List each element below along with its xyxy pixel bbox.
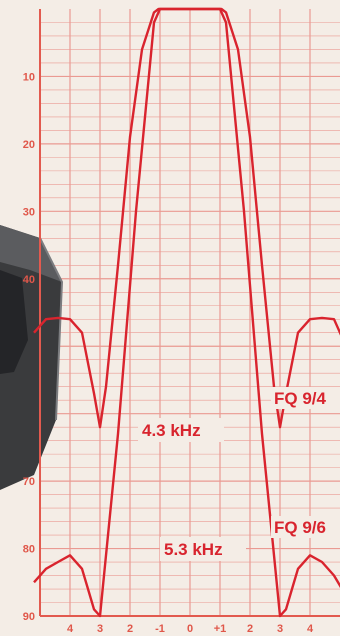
x-tick-label: 2: [247, 623, 253, 635]
series-labels: 4.3 kHz FQ 9/4 5.3 kHz FQ 9/6: [138, 387, 340, 561]
label-bg-fq96: [271, 516, 340, 538]
x-tick-label: -1: [155, 623, 165, 635]
series-label-fq94: FQ 9/4: [274, 389, 327, 408]
x-tick-label: +1: [214, 623, 227, 635]
label-bg-4-3: [138, 418, 224, 442]
device-photo-corner: [0, 225, 64, 490]
x-tick-label: 0: [187, 623, 193, 635]
label-bg-fq94: [271, 387, 340, 409]
x-tick-label: 4: [307, 623, 314, 635]
y-tick-label: 70: [23, 476, 35, 488]
device-top-face: [0, 225, 62, 282]
x-tick-label: 3: [277, 623, 283, 635]
series-line-0: [33, 7, 340, 429]
y-tick-label: 10: [23, 71, 35, 83]
series-line-1: [33, 7, 340, 618]
x-tick-label: 2: [127, 623, 133, 635]
y-tick-label: 80: [23, 544, 35, 556]
y-tick-label: 20: [23, 139, 35, 151]
label-bg-5-3: [160, 537, 246, 561]
y-tick-label: 90: [23, 611, 35, 623]
device-edge-highlight: [39, 237, 64, 421]
y-tick-label: 30: [23, 206, 35, 218]
axes: 10 20 30 40 70 80 90 4 3 2 -1 0 +1 2 3 4: [23, 9, 340, 635]
y-tick-label: 40: [23, 274, 35, 286]
x-tick-label: 3: [97, 623, 103, 635]
bandwidth-label-5-3: 5.3 kHz: [164, 540, 223, 559]
bandwidth-label-4-3: 4.3 kHz: [142, 421, 201, 440]
series-label-fq96: FQ 9/6: [274, 518, 326, 537]
curves: [33, 7, 340, 618]
device-screen: [0, 270, 28, 374]
x-tick-label: 4: [67, 623, 74, 635]
